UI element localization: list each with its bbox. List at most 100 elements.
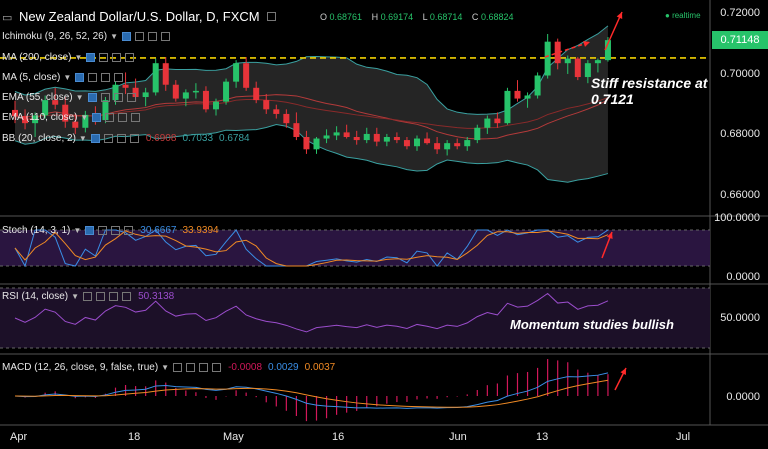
candle-body — [263, 100, 270, 110]
candle-body — [253, 87, 260, 101]
bollinger-band-fill — [15, 25, 608, 183]
candle-body — [132, 87, 139, 98]
candle-body — [524, 95, 531, 99]
indicator-macd[interactable]: MACD (12, 26, close, 9, false, true) ▼ -0… — [2, 362, 336, 373]
trend-arrow-up-head — [616, 12, 623, 19]
candle-body — [62, 104, 69, 122]
symbol-title: New Zealand Dollar/U.S. Dollar, D, FXCM — [19, 9, 260, 24]
candle-body — [484, 118, 491, 128]
trend-arrow-up — [604, 11, 623, 51]
stoch-k-value: 30.6667 — [140, 225, 177, 236]
candle-body — [323, 135, 330, 139]
candle-body — [192, 90, 199, 93]
collapse-icon[interactable]: ▭ — [2, 12, 13, 24]
last-price-tag: 0.71148 — [712, 31, 768, 49]
candle-body — [12, 109, 18, 117]
indicator-rsi[interactable]: RSI (14, close) ▼ 50.3138 — [2, 291, 175, 302]
rsi-line — [14, 292, 609, 333]
candle-body — [333, 132, 340, 136]
rsi-band — [0, 288, 710, 348]
bollinger-lower — [14, 124, 609, 183]
candle-body — [454, 143, 461, 147]
candle-body — [544, 41, 551, 76]
candle-body — [42, 100, 49, 116]
indicator-ichimoku[interactable]: Ichimoku (9, 26, 52, 26) ▼ — [2, 31, 170, 42]
x-label-18: 18 — [128, 431, 141, 443]
price-tick-0: 0.72000 — [720, 7, 760, 19]
indicator-ma5[interactable]: MA (5, close) ▼ — [2, 72, 124, 83]
candle-body — [172, 84, 179, 99]
candle-body — [604, 40, 611, 61]
candle-body — [313, 138, 320, 150]
candle-body — [243, 63, 250, 88]
candle-body — [202, 90, 209, 110]
candle-body — [353, 137, 360, 141]
momentum-annotation: Momentum studies bullish — [510, 317, 674, 332]
candle-body — [182, 92, 189, 99]
x-label-16: 16 — [332, 431, 345, 443]
candle-body — [594, 60, 601, 64]
candle-body — [424, 138, 431, 144]
rsi-value: 50.3138 — [138, 291, 175, 302]
candle-body — [233, 63, 240, 82]
stoch-d-line — [14, 230, 609, 267]
candle-body — [584, 63, 591, 78]
ohlc-readout: O 0.68761 H 0.69174 L 0.68714 C 0.68824 — [320, 12, 514, 22]
stoch-d-value: 33.9394 — [182, 225, 219, 236]
candles-layer — [12, 33, 611, 156]
candle-body — [72, 121, 79, 128]
macd-value: 0.0029 — [268, 362, 299, 373]
indicator-stoch[interactable]: Stoch (14, 3, 1) ▼ 30.6667 33.9394 — [2, 225, 219, 236]
visibility-icon[interactable] — [267, 12, 277, 21]
low-value: 0.68714 — [429, 12, 463, 22]
candle-body — [343, 132, 350, 137]
x-label-13: 13 — [536, 431, 549, 443]
candle-body — [142, 92, 149, 98]
candle-body — [112, 84, 119, 101]
high-value: 0.69174 — [380, 12, 414, 22]
candle-body — [122, 84, 129, 88]
candle-body — [393, 137, 400, 141]
bb-value-3: 0.6784 — [219, 133, 250, 144]
candle-body — [373, 133, 380, 142]
stoch-tick-0: 0.0000 — [726, 271, 760, 283]
x-label-jul: Jul — [676, 431, 691, 443]
candle-body — [283, 113, 290, 124]
stoch-arrow-up-head — [606, 232, 613, 239]
candle-body — [434, 143, 441, 150]
candle-body — [444, 143, 451, 150]
x-label-apr: Apr — [10, 431, 28, 443]
candle-body — [32, 115, 39, 124]
candle-body — [223, 81, 230, 102]
indicator-bb[interactable]: BB (20, close, 2) ▼ 0.6908 0.7033 0.6784 — [2, 133, 250, 144]
stoch-k-line — [14, 229, 609, 268]
candle-body — [273, 109, 280, 114]
candle-body — [152, 63, 159, 93]
candle-body — [464, 140, 471, 147]
bollinger-mid — [14, 94, 609, 140]
candle-body — [22, 116, 29, 124]
indicator-ma200[interactable]: MA (200, close) ▼ — [2, 52, 135, 63]
candle-body — [162, 63, 169, 85]
macd-signal-line — [14, 379, 609, 408]
candle-body — [494, 118, 501, 124]
rsi-tick-50: 50.0000 — [720, 312, 760, 324]
macd-signal-value: 0.0037 — [304, 362, 336, 373]
candle-body — [383, 137, 390, 142]
macd-hist-value: -0.0008 — [228, 362, 263, 373]
candle-body — [504, 90, 511, 124]
candle-body — [52, 100, 59, 105]
candle-body — [564, 58, 571, 64]
candle-body — [102, 100, 109, 121]
macd-arrow-up-head — [620, 368, 626, 375]
bb-value-1: 0.6908 — [145, 133, 177, 144]
candle-body — [414, 138, 420, 147]
candle-body — [574, 58, 581, 78]
x-label-may: May — [223, 431, 244, 443]
candle-body — [303, 137, 310, 150]
trend-arrow-dashed-head — [583, 41, 590, 47]
candle-body — [293, 123, 300, 137]
indicator-ema55[interactable]: EMA (55, close) ▼ — [2, 92, 136, 103]
indicator-ema110[interactable]: EMA (110, close) ▼ — [2, 112, 141, 123]
